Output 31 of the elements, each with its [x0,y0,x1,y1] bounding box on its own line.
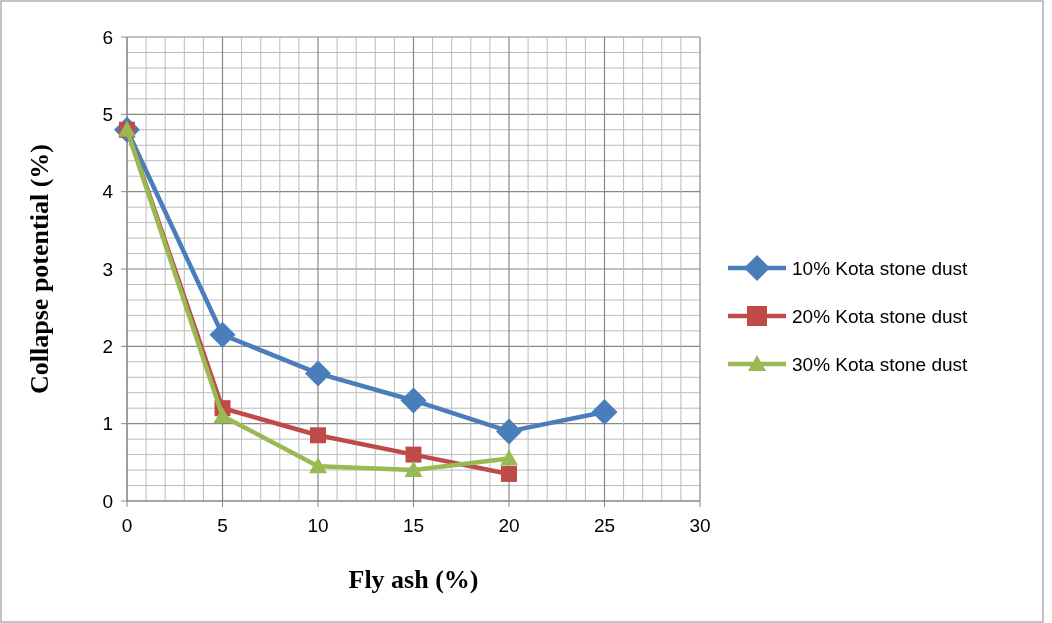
point [405,446,422,463]
point [404,461,423,478]
y-tick-label: 0 [102,490,113,512]
point [501,465,517,482]
x-tick-label: 0 [121,515,133,536]
x-tick-label: 25 [593,515,616,536]
legend-label: 10% Kota stone dust [792,257,969,279]
point [500,449,518,466]
x-axis-title: Fly ash (%) [348,565,479,594]
point [400,387,427,414]
point [309,457,327,474]
x-tick-label: 30 [689,515,711,536]
point [310,427,326,444]
x-tick-label: 5 [217,515,228,536]
y-axis-title: Collapse potential (%) [25,144,54,394]
x-tick-label: 15 [402,515,425,536]
point [591,399,618,426]
y-tick-label: 3 [102,258,113,280]
y-tick-label: 5 [102,103,113,125]
x-tick-label: 10 [307,515,329,536]
point [496,418,522,445]
point [213,406,232,423]
y-tick-label: 1 [102,413,113,435]
x-tick-label: 20 [498,515,520,536]
legend-label: 30% Kota stone dust [792,353,969,375]
point [209,321,236,348]
y-tick-label: 4 [102,181,114,203]
legend-label: 20% Kota stone dust [792,305,969,327]
y-tick-label: 2 [102,335,113,357]
point [305,360,331,387]
y-tick-label: 6 [102,26,113,48]
